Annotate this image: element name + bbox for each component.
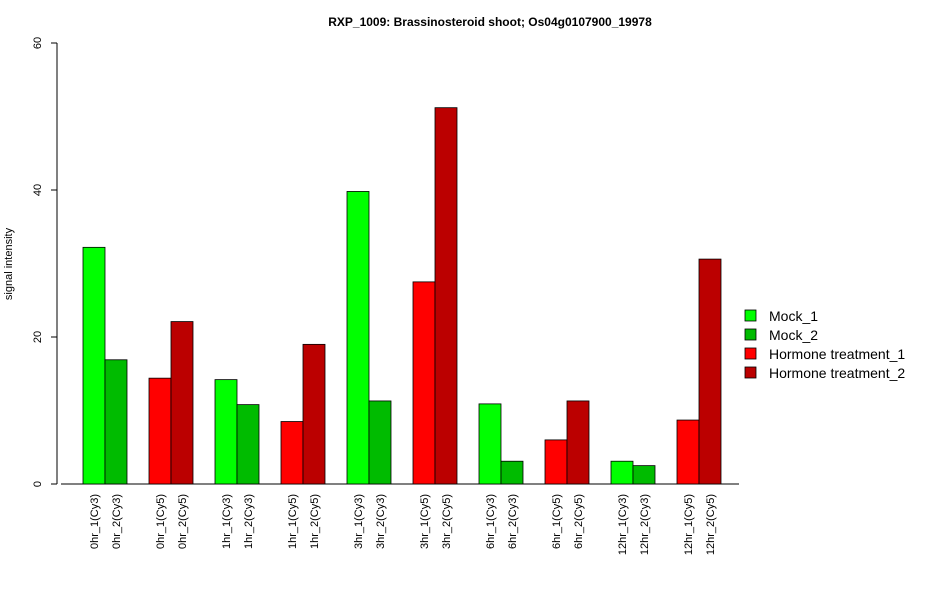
x-tick-label: 3hr_1(Cy3)	[353, 494, 365, 549]
y-tick-label: 20	[32, 331, 44, 343]
bar	[478, 403, 502, 485]
legend-swatch	[744, 328, 757, 341]
bar	[368, 400, 392, 485]
bar	[698, 258, 722, 485]
bar	[610, 460, 634, 485]
legend-label: Mock_2	[769, 327, 818, 343]
x-tick-label: 0hr_2(Cy5)	[177, 494, 189, 549]
bar	[104, 359, 128, 485]
bar	[566, 400, 590, 485]
x-tick-label: 3hr_1(Cy5)	[419, 494, 431, 549]
legend: Mock_1 Mock_2 Hormone treatment_1 Hormone t…	[744, 308, 905, 381]
bar	[412, 281, 436, 485]
x-tick-label: 6hr_2(Cy5)	[573, 494, 585, 549]
bar	[500, 460, 524, 485]
bar	[302, 343, 326, 485]
bar	[280, 421, 304, 485]
x-tick-label: 0hr_1(Cy5)	[155, 494, 167, 549]
x-tick-label: 6hr_1(Cy5)	[551, 494, 563, 549]
y-tick-label: 40	[32, 184, 44, 196]
x-tick-label: 12hr_1(Cy5)	[683, 494, 695, 555]
bar	[148, 377, 172, 485]
x-tick-label: 6hr_1(Cy3)	[485, 494, 497, 549]
legend-swatch	[744, 347, 757, 360]
x-tick-label: 0hr_1(Cy3)	[89, 494, 101, 549]
bar	[82, 246, 106, 485]
x-tick-label: 12hr_2(Cy3)	[639, 494, 651, 555]
y-axis-label: signal intensity	[3, 227, 15, 300]
bar	[346, 191, 370, 485]
legend-label: Hormone treatment_2	[769, 365, 905, 381]
x-tick-label: 3hr_2(Cy5)	[441, 494, 453, 549]
bar	[632, 465, 656, 485]
x-tick-label: 1hr_1(Cy5)	[287, 494, 299, 549]
y-tick-label: 60	[32, 37, 44, 49]
x-tick-label: 1hr_2(Cy3)	[243, 494, 255, 549]
x-tick-label: 6hr_2(Cy3)	[507, 494, 519, 549]
bar	[170, 321, 194, 485]
x-tick-label: 1hr_1(Cy3)	[221, 494, 233, 549]
legend-swatch	[744, 309, 757, 322]
bar	[214, 379, 238, 485]
bar	[544, 439, 568, 485]
x-tick-label: 0hr_2(Cy3)	[111, 494, 123, 549]
x-tick-label: 12hr_2(Cy5)	[705, 494, 717, 555]
y-tick-label: 0	[32, 481, 44, 487]
x-tick-label: 1hr_2(Cy5)	[309, 494, 321, 549]
bar	[434, 107, 458, 485]
chart-title: RXP_1009: Brassinosteroid shoot; Os04g01…	[328, 15, 652, 29]
x-tick-label: 12hr_1(Cy3)	[617, 494, 629, 555]
legend-label: Mock_1	[769, 308, 818, 324]
bar	[676, 419, 700, 485]
plot-area: 0 20 40 60 0hr_1(Cy3) 0hr_2(Cy3) 0hr_1(Cy5) 0hr…	[32, 37, 739, 555]
x-tick-label: 3hr_2(Cy3)	[375, 494, 387, 549]
legend-label: Hormone treatment_1	[769, 346, 905, 362]
bar	[236, 404, 260, 485]
legend-swatch	[744, 366, 757, 379]
